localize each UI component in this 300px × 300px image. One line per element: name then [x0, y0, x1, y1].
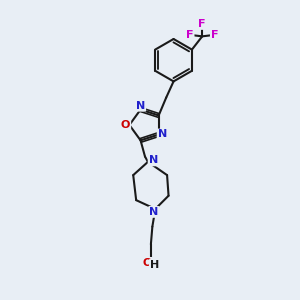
Text: F: F	[186, 30, 194, 40]
Text: N: N	[148, 155, 158, 165]
Text: O: O	[121, 120, 130, 130]
Text: O: O	[143, 258, 152, 268]
Text: N: N	[136, 101, 145, 111]
Text: N: N	[158, 130, 167, 140]
Text: F: F	[211, 30, 218, 40]
Text: F: F	[199, 19, 206, 29]
Text: N: N	[149, 207, 158, 217]
Text: H: H	[150, 260, 159, 270]
